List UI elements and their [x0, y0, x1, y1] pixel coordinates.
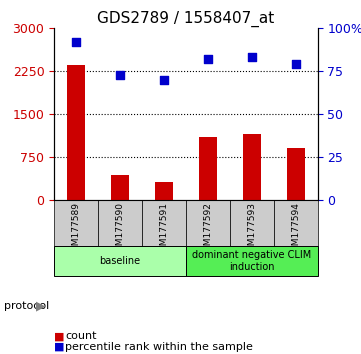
FancyBboxPatch shape — [186, 246, 318, 276]
FancyBboxPatch shape — [230, 200, 274, 246]
Bar — [199, 137, 217, 200]
Text: baseline: baseline — [100, 256, 140, 266]
FancyBboxPatch shape — [54, 246, 186, 276]
Text: count: count — [65, 331, 96, 341]
FancyBboxPatch shape — [186, 200, 230, 246]
Text: GSM177591: GSM177591 — [160, 202, 169, 257]
Text: protocol: protocol — [4, 301, 49, 311]
FancyBboxPatch shape — [142, 200, 186, 246]
Text: GSM177592: GSM177592 — [203, 202, 212, 257]
Text: ■: ■ — [54, 342, 65, 352]
Text: percentile rank within the sample: percentile rank within the sample — [65, 342, 253, 352]
Text: ▶: ▶ — [36, 300, 46, 313]
Text: GSM177590: GSM177590 — [116, 202, 125, 257]
Bar — [67, 65, 85, 200]
FancyBboxPatch shape — [274, 200, 318, 246]
Point — [117, 72, 123, 78]
Title: GDS2789 / 1558407_at: GDS2789 / 1558407_at — [97, 11, 274, 27]
Point — [249, 55, 255, 60]
Text: GSM177594: GSM177594 — [291, 202, 300, 257]
Point — [205, 56, 211, 62]
FancyBboxPatch shape — [54, 200, 98, 246]
Bar — [111, 175, 129, 200]
Point — [161, 77, 167, 82]
Bar — [155, 182, 173, 200]
Text: GSM177589: GSM177589 — [71, 202, 81, 257]
Point — [293, 62, 299, 67]
Text: GSM177593: GSM177593 — [247, 202, 256, 257]
Text: ■: ■ — [54, 331, 65, 341]
Bar — [287, 148, 304, 200]
Text: dominant negative CLIM
induction: dominant negative CLIM induction — [192, 250, 312, 272]
FancyBboxPatch shape — [98, 200, 142, 246]
Bar — [243, 134, 261, 200]
Point — [73, 39, 79, 45]
